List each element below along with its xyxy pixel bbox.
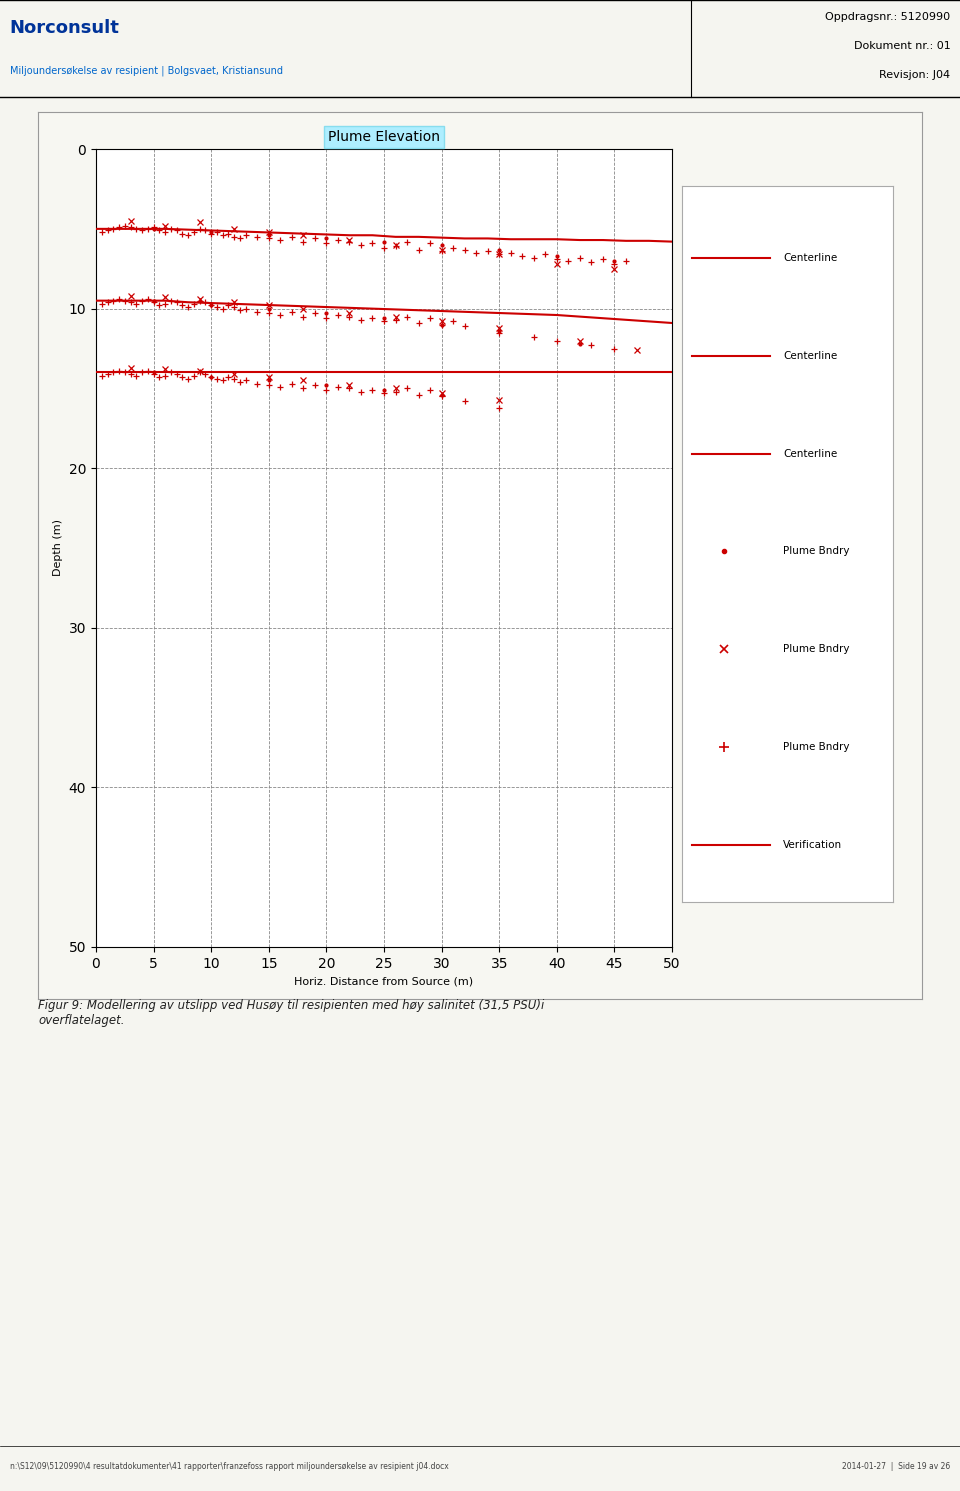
Text: Dokument nr.: 01: Dokument nr.: 01 [853, 40, 950, 51]
Text: Revisjon: J04: Revisjon: J04 [879, 70, 950, 81]
Title: Plume Elevation: Plume Elevation [328, 130, 440, 143]
X-axis label: Horiz. Distance from Source (m): Horiz. Distance from Source (m) [295, 977, 473, 986]
Text: Centerline: Centerline [783, 253, 837, 262]
Text: Plume Bndry: Plume Bndry [783, 546, 850, 556]
Text: Plume Bndry: Plume Bndry [783, 644, 850, 655]
Text: Figur 9: Modellering av utslipp ved Husøy til resipienten med høy salinitet (31,: Figur 9: Modellering av utslipp ved Husø… [38, 999, 544, 1027]
Text: Norconsult: Norconsult [10, 19, 119, 37]
Text: Miljoundersøkelse av resipient | Bolgsvaet, Kristiansund: Miljoundersøkelse av resipient | Bolgsva… [10, 66, 282, 76]
Text: Centerline: Centerline [783, 449, 837, 459]
Text: Verification: Verification [783, 839, 842, 850]
Text: Plume Bndry: Plume Bndry [783, 743, 850, 751]
Text: Centerline: Centerline [783, 350, 837, 361]
Text: n:\S12\09\5120990\4 resultatdokumenter\41 rapporter\franzefoss rapport miljounde: n:\S12\09\5120990\4 resultatdokumenter\4… [10, 1461, 448, 1472]
Y-axis label: Depth (m): Depth (m) [53, 519, 63, 577]
Text: Oppdragsnr.: 5120990: Oppdragsnr.: 5120990 [826, 12, 950, 22]
Text: 2014-01-27  |  Side 19 av 26: 2014-01-27 | Side 19 av 26 [842, 1461, 950, 1472]
